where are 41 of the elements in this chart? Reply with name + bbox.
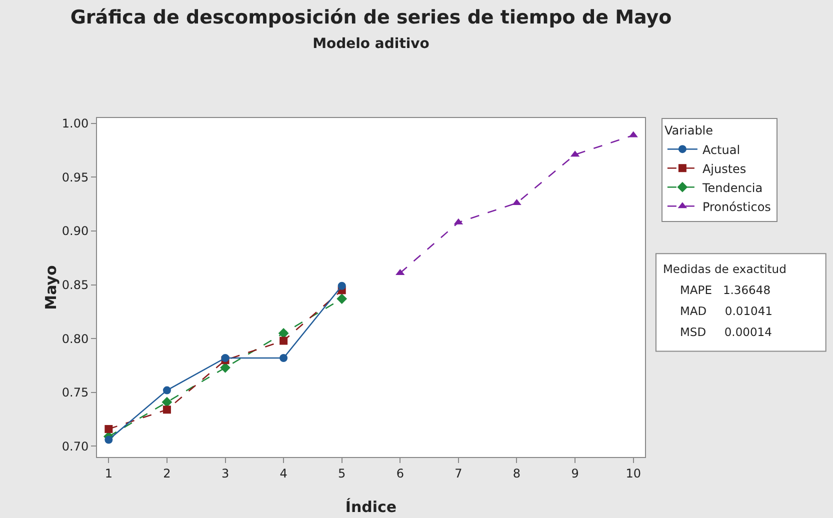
x-tick-label: 5 <box>338 466 346 480</box>
legend-title: Variable <box>664 124 714 138</box>
x-tick-label: 6 <box>396 466 404 480</box>
x-tick-label: 1 <box>104 466 112 480</box>
x-tick-label: 10 <box>626 466 641 480</box>
point <box>336 294 348 304</box>
legend-label: Tendencia <box>701 180 763 195</box>
x-tick-label: 3 <box>221 466 230 480</box>
x-tick-label: 7 <box>454 466 462 480</box>
y-tick-label: 0.70 <box>62 439 89 454</box>
y-tick-label: 0.95 <box>62 170 89 184</box>
point <box>104 425 113 434</box>
chart-subtitle: Modelo aditivo <box>312 36 430 52</box>
x-tick-label: 8 <box>512 466 521 480</box>
text: MAD 0.01041 <box>680 304 772 318</box>
x-tick-label: 9 <box>571 466 579 480</box>
point <box>280 354 288 362</box>
y-axis-title: Mayo <box>42 265 60 310</box>
point <box>221 354 230 362</box>
point <box>162 386 171 394</box>
y-tick-label: 1.00 <box>62 116 89 131</box>
x-axis-title: Índice <box>345 498 397 516</box>
text: MAPE 1.36648 <box>680 283 771 297</box>
legend-label: Ajustes <box>702 162 746 176</box>
point <box>162 396 172 408</box>
point <box>280 336 288 345</box>
point <box>278 328 289 338</box>
y-tick-label: 0.90 <box>62 224 89 238</box>
y-tick-label: 0.80 <box>62 332 89 346</box>
y-tick-label: 0.75 <box>62 386 89 400</box>
y-tick-label: 0.85 <box>62 278 89 292</box>
legend-label: Pronósticos <box>702 200 771 214</box>
point <box>338 282 346 290</box>
x-tick-label: 4 <box>280 466 288 480</box>
text: MSD 0.00014 <box>680 325 772 339</box>
point <box>104 436 113 444</box>
x-tick-label: 2 <box>163 466 171 480</box>
text: Medidas de exactitud <box>663 262 786 276</box>
point <box>162 406 171 414</box>
chart-title: Gráfica de descomposición de series de tiempo de Mayo <box>70 6 672 28</box>
legend-label: Actual <box>702 142 740 157</box>
